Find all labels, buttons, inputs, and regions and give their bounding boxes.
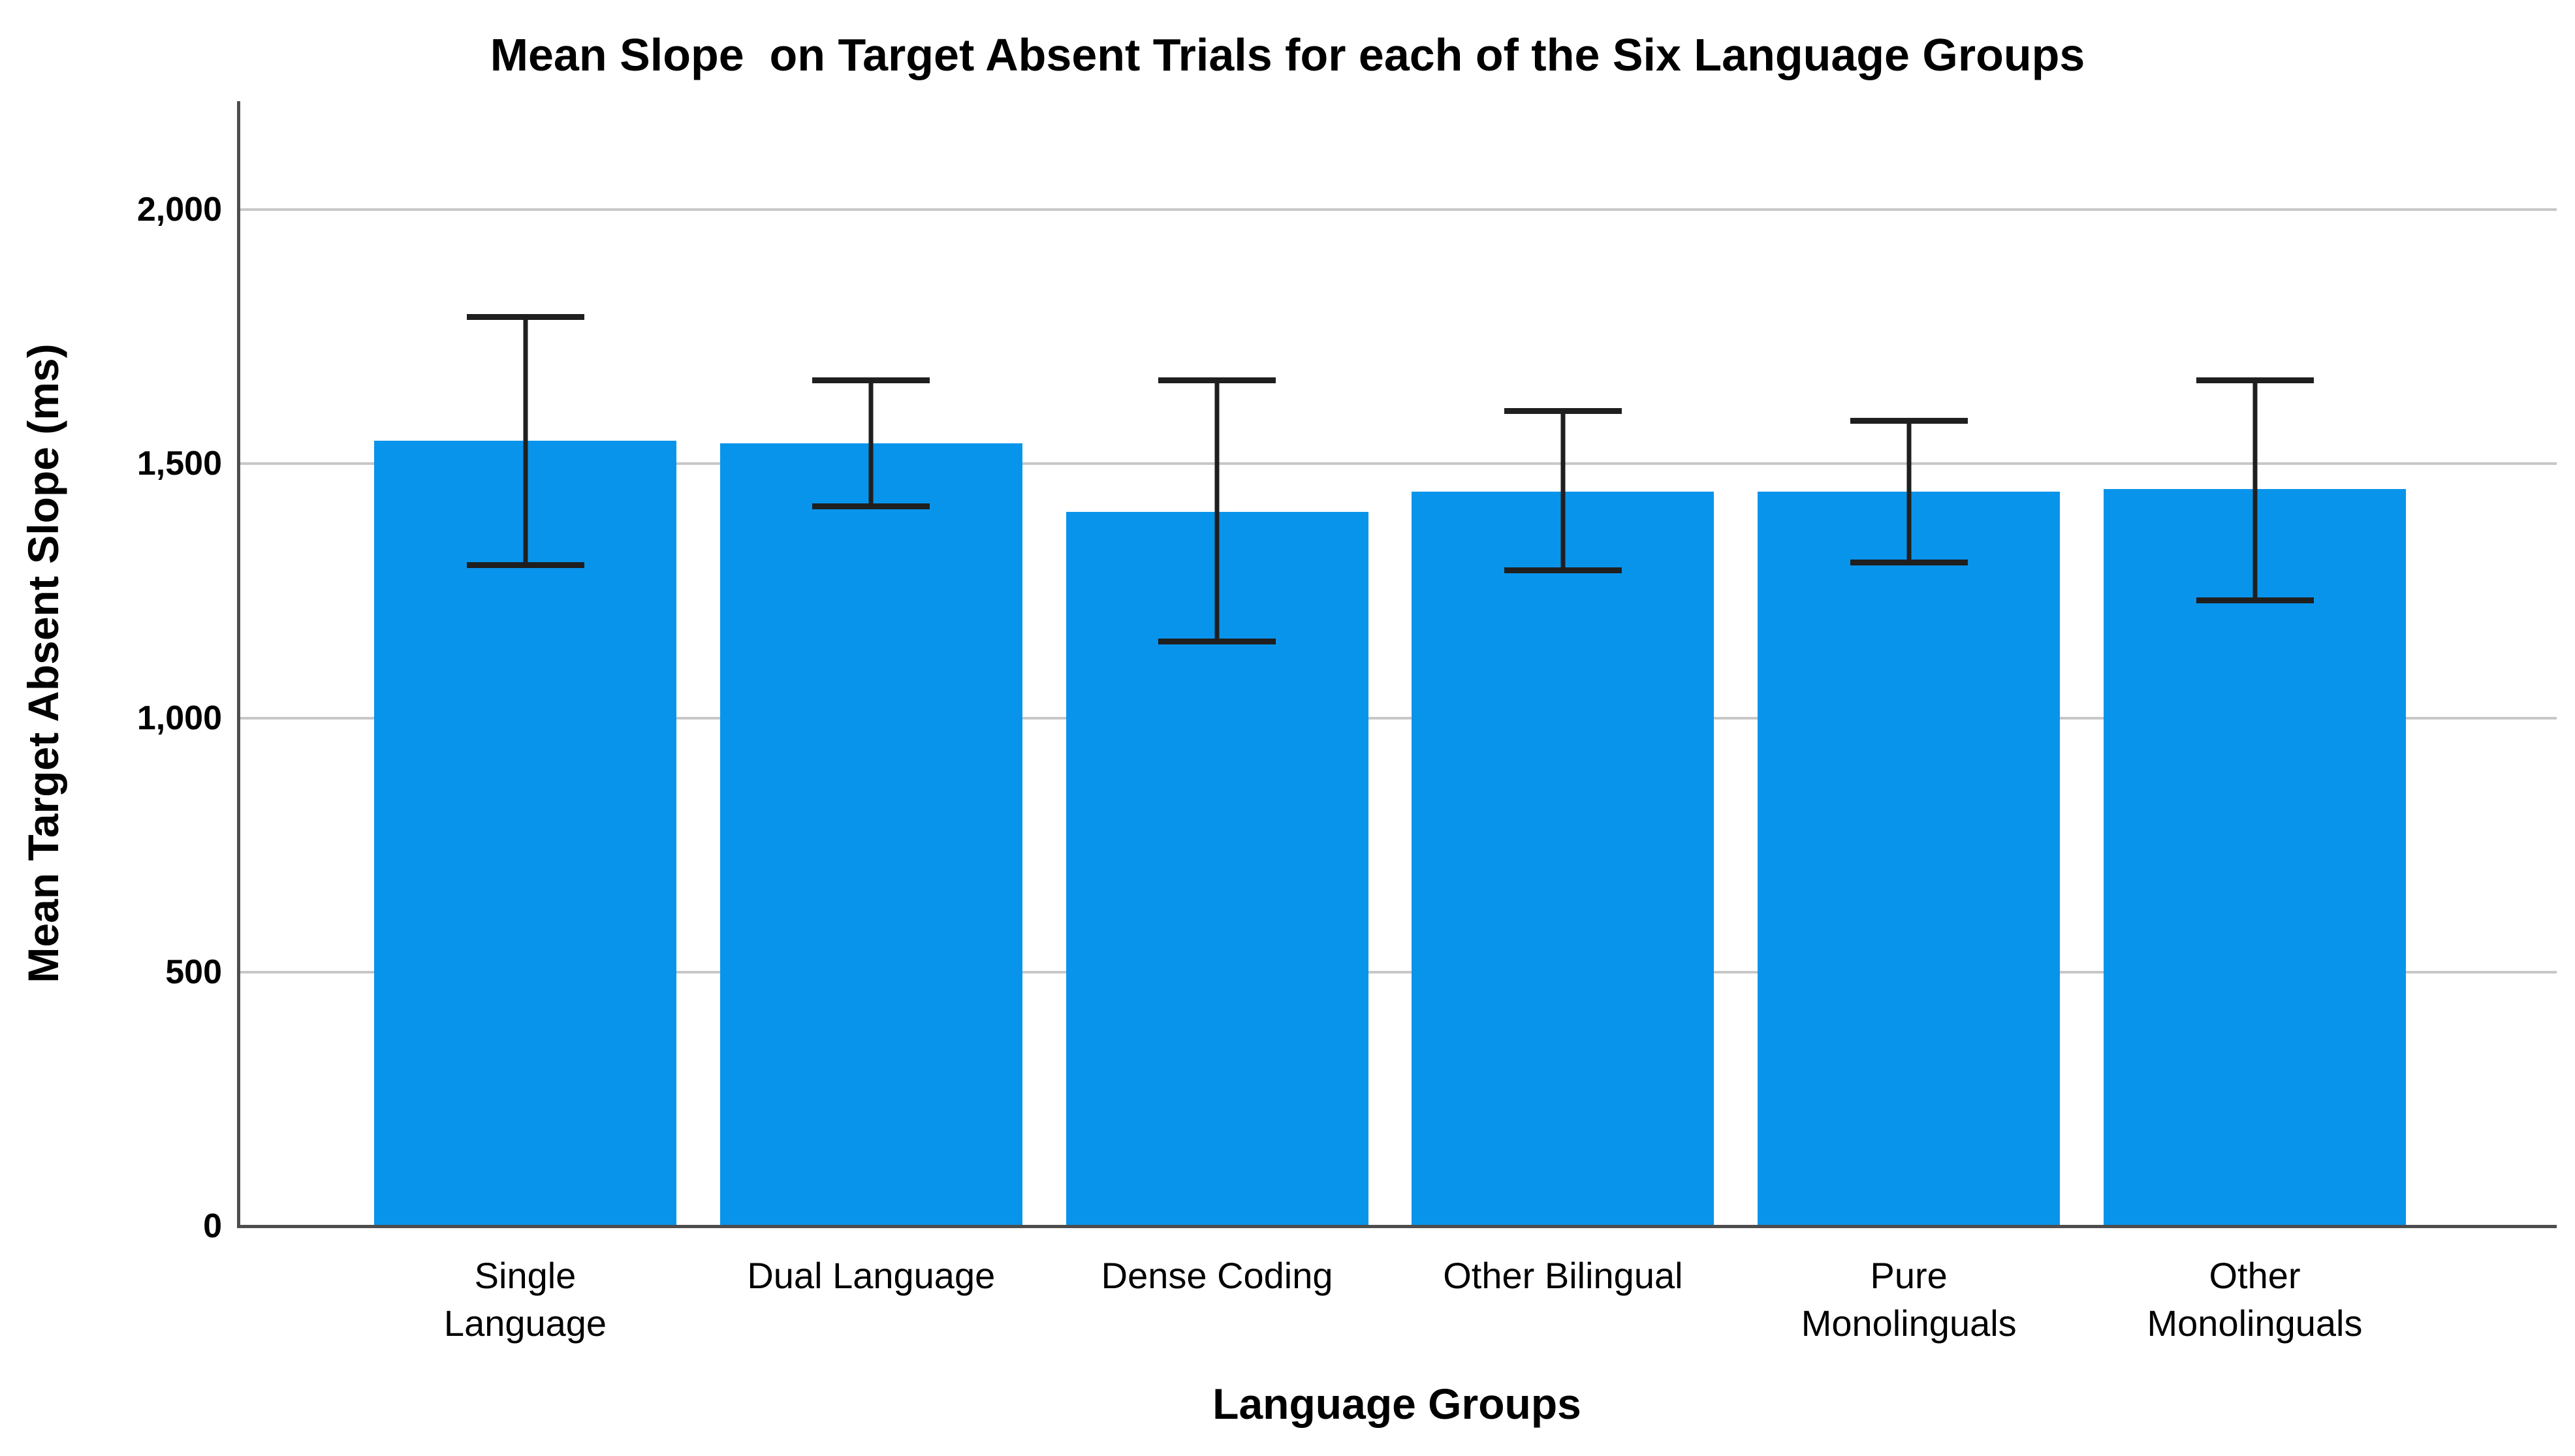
- bar-dual-language: [719, 443, 1022, 1226]
- bar-single-language: [374, 441, 676, 1226]
- error-bar-cap-bot: [1158, 638, 1276, 644]
- error-bar-cap-top: [466, 313, 584, 320]
- error-bar-cap-top: [1850, 418, 1968, 424]
- bar-other-bilingual: [1412, 492, 1714, 1226]
- error-bar-stem: [523, 313, 528, 568]
- y-tick-label-1000: 1,000: [136, 699, 222, 737]
- y-tick-label-0: 0: [203, 1207, 222, 1245]
- x-category-label-pure-monolinguals: Pure Monolinguals: [1801, 1255, 2017, 1344]
- error-bar-stem: [2252, 377, 2257, 604]
- x-category-label-dual-language: Dual Language: [747, 1255, 996, 1296]
- gridline-500: [237, 970, 2557, 973]
- bar-other-monolinguals: [2104, 489, 2406, 1226]
- error-bar-cap-top: [1158, 377, 1276, 383]
- x-category-label-single-language: Single Language: [443, 1255, 607, 1344]
- y-tick-label-500: 500: [165, 953, 222, 991]
- error-bar-cap-top: [1504, 407, 1622, 414]
- error-bar-cap-bot: [2196, 597, 2314, 604]
- error-bar-cap-bot: [1504, 567, 1622, 573]
- error-bar-stem: [1906, 418, 1912, 565]
- error-bar-stem: [868, 377, 874, 510]
- error-bar-dual-language: [812, 377, 930, 510]
- y-tick-label-1500: 1,500: [136, 445, 222, 483]
- chart-title: Mean Slope on Target Absent Trials for e…: [490, 29, 2085, 80]
- y-tick-label-2000: 2,000: [136, 191, 222, 229]
- y-axis-line: [237, 101, 240, 1226]
- error-bar-cap-top: [2196, 377, 2314, 383]
- error-bar-pure-monolinguals: [1850, 418, 1968, 565]
- error-bar-cap-top: [812, 377, 930, 383]
- error-bar-cap-bot: [466, 562, 584, 568]
- error-bar-other-bilingual: [1504, 407, 1622, 573]
- error-bar-stem: [1560, 407, 1566, 573]
- error-bar-dense-coding: [1158, 377, 1276, 644]
- gridline-1000: [237, 716, 2557, 720]
- x-category-label-dense-coding: Dense Coding: [1101, 1255, 1333, 1296]
- error-bar-other-monolinguals: [2196, 377, 2314, 604]
- x-category-label-other-monolinguals: Other Monolinguals: [2147, 1255, 2363, 1344]
- error-bar-single-language: [466, 313, 584, 568]
- bar-pure-monolinguals: [1758, 492, 2061, 1226]
- error-bar-stem: [1214, 377, 1220, 644]
- error-bar-cap-bot: [812, 503, 930, 510]
- gridline-1500: [237, 462, 2557, 466]
- x-axis-line: [237, 1225, 2557, 1228]
- gridline-2000: [237, 208, 2557, 211]
- x-axis-title: Language Groups: [1212, 1380, 1581, 1428]
- x-category-label-other-bilingual: Other Bilingual: [1443, 1255, 1683, 1296]
- error-bar-cap-bot: [1850, 559, 1968, 565]
